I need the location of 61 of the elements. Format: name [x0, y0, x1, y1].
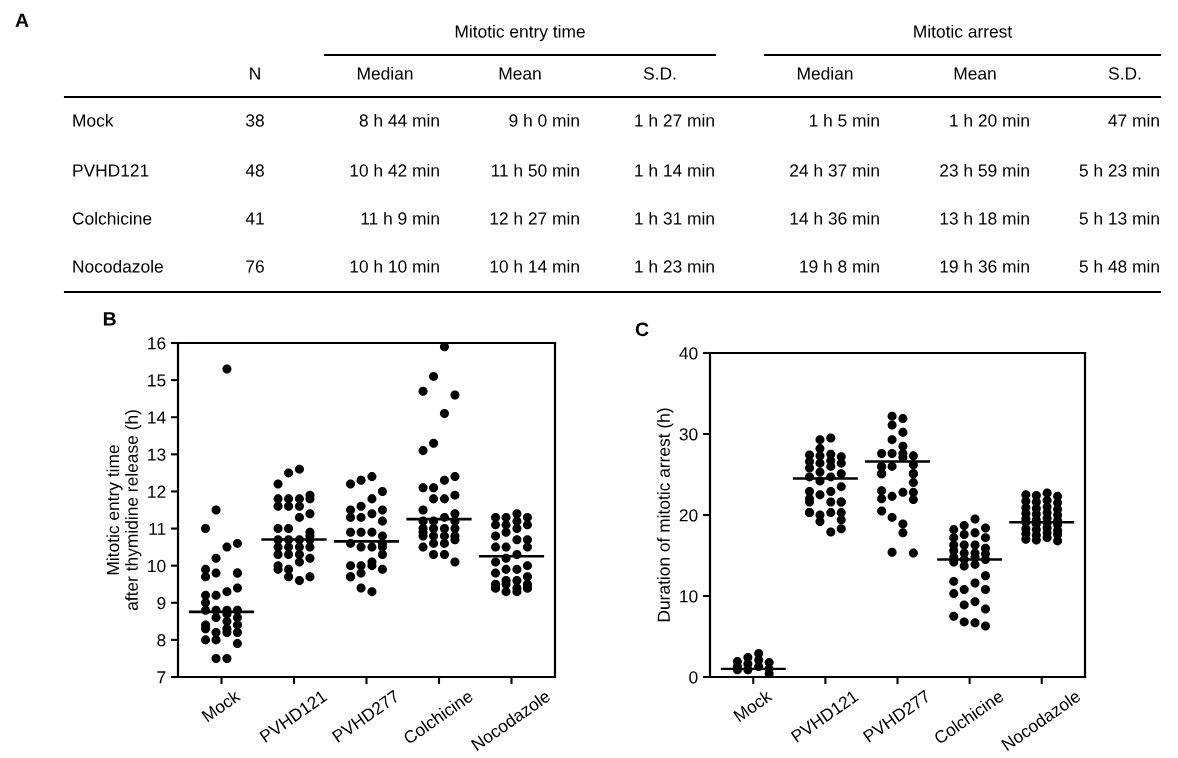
text: 24 h 37 min [790, 163, 879, 177]
text: 47 min [1108, 113, 1159, 127]
text: 19 h 36 min [940, 259, 1029, 273]
y-tick-label: 15 [148, 374, 166, 387]
text: 10 h 42 min [350, 163, 439, 177]
y-tick-label: 12 [148, 485, 166, 498]
text: B [103, 312, 116, 326]
category-label: Mean [954, 67, 996, 80]
y-tick-label: 10 [680, 590, 698, 603]
y-tick-label: 7 [157, 671, 166, 684]
text: 38 [246, 114, 264, 127]
y-tick-label: 14 [148, 411, 166, 424]
y-tick-label: 9 [157, 596, 166, 610]
y-tick-label: 0 [689, 671, 698, 684]
text: 1 h 23 min [635, 259, 714, 273]
y-tick-label: 8 [157, 634, 166, 647]
y-tick-label: 10 [148, 559, 166, 573]
category-label: N [250, 67, 260, 80]
text: 5 h 23 min [1079, 163, 1159, 177]
category-label: Colchicine [72, 211, 152, 225]
text: A [15, 13, 29, 28]
category-label: S.D. [1108, 67, 1141, 80]
text: 14 h 36 min [790, 211, 879, 225]
y-axis-title: Duration of mitotic arrest (h) [657, 408, 674, 622]
text: Mitotic entry time [455, 24, 585, 42]
text: 48 [245, 164, 264, 177]
text: 10 h 14 min [490, 259, 579, 273]
text: 1 h 31 min [635, 211, 714, 225]
text: 11 h 50 min [491, 163, 579, 177]
text: Mitotic arrest [914, 24, 1013, 38]
category-label: Median [797, 66, 853, 80]
category-label: S.D. [643, 67, 676, 80]
y-tick-label: 30 [679, 428, 698, 441]
category-label: PVHD121 [73, 164, 149, 177]
y-tick-label: 13 [148, 448, 166, 461]
text: 10 h 10 min [350, 259, 439, 273]
y-tick-label: 20 [679, 509, 698, 522]
category-label: Nocodazole [73, 259, 163, 273]
text: C [635, 322, 649, 337]
text: 23 h 59 min [940, 163, 1029, 177]
text: 12 h 27 min [490, 211, 579, 225]
text: 5 h 48 min [1079, 259, 1159, 273]
y-tick-label: 11 [149, 522, 166, 535]
text: 1 h 20 min [950, 113, 1029, 127]
text: 13 h 18 min [940, 211, 1029, 225]
text: 5 h 13 min [1079, 211, 1159, 225]
text: 1 h 14 min [635, 163, 714, 177]
text: 9 h 0 min [509, 113, 579, 127]
text: 11 h 9 min [361, 211, 439, 225]
y-tick-label: 16 [148, 337, 166, 350]
y-axis-title: Mitotic entry time after thymidine release (h) [106, 410, 142, 611]
text: 76 [246, 260, 264, 273]
text: 41 [245, 212, 264, 225]
category-label: Mock [73, 113, 114, 127]
text: 8 h 44 min [359, 113, 439, 127]
text: 1 h 27 min [635, 113, 714, 127]
text: 19 h 8 min [800, 259, 879, 273]
category-label: Mean [499, 67, 541, 80]
text: 1 h 5 min [809, 113, 879, 127]
category-label: Median [357, 66, 413, 80]
y-tick-label: 40 [679, 347, 698, 360]
